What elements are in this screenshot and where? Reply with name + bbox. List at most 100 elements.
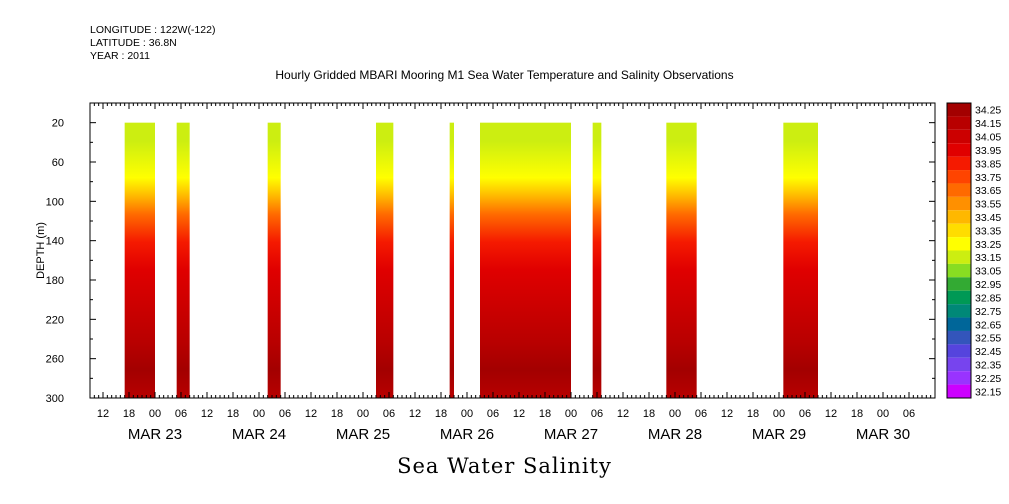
x-hour-label: 06	[279, 408, 291, 420]
x-day-label: MAR 26	[440, 426, 494, 443]
colorbar-label: 32.45	[975, 346, 1001, 358]
colorbar-swatch	[947, 156, 971, 171]
colorbar-swatch	[947, 290, 971, 305]
data-segment	[176, 122, 190, 399]
data-segment	[449, 122, 454, 399]
colorbar-label: 34.25	[975, 105, 1001, 117]
colorbar-swatch	[947, 371, 971, 385]
colorbar-label: 32.25	[975, 373, 1001, 385]
y-tick-label: 140	[46, 236, 64, 248]
colorbar-label: 34.05	[975, 132, 1001, 144]
colorbar-swatch	[947, 304, 971, 318]
x-hour-label: 06	[799, 408, 811, 420]
data-segment	[783, 122, 818, 399]
y-axis: 20 60 100 140 180 220 260 300	[46, 118, 935, 405]
x-day-label: MAR 25	[336, 426, 390, 443]
y-tick-label: 180	[46, 275, 64, 287]
x-day-label: MAR 23	[128, 426, 182, 443]
x-hour-label: 18	[539, 408, 551, 420]
x-hour-label: 00	[357, 408, 369, 420]
x-hour-label: 12	[97, 408, 109, 420]
colorbar-swatch	[947, 330, 971, 345]
x-hour-label: 12	[617, 408, 629, 420]
colorbar-label: 32.95	[975, 279, 1001, 291]
longitude-label: LONGITUDE : 122W(-122)	[90, 24, 216, 36]
colorbar-swatch	[947, 129, 971, 144]
data-segment	[480, 122, 571, 399]
data-segment	[267, 122, 281, 399]
x-hour-label: 00	[149, 408, 161, 420]
colorbar-label: 33.25	[975, 239, 1001, 251]
colorbar-label: 34.15	[975, 118, 1001, 130]
x-hour-label: 18	[331, 408, 343, 420]
x-hour-label: 12	[513, 408, 525, 420]
colorbar-label: 32.65	[975, 319, 1001, 331]
colorbar-label: 33.15	[975, 252, 1001, 264]
data-segments	[124, 122, 818, 399]
x-hour-label: 06	[591, 408, 603, 420]
colorbar-label: 33.75	[975, 172, 1001, 184]
x-hour-label: 18	[435, 408, 447, 420]
colorbar-swatch	[947, 103, 971, 117]
colorbar-swatch	[947, 357, 971, 372]
x-hour-label: 06	[487, 408, 499, 420]
colorbar-swatch	[947, 263, 971, 278]
plot-frame	[89, 102, 936, 399]
colorbar-label: 33.35	[975, 225, 1001, 237]
x-hour-label: 00	[461, 408, 473, 420]
colorbar-swatch	[947, 384, 971, 398]
x-day-label: MAR 24	[232, 426, 286, 443]
data-segment	[376, 122, 394, 399]
y-tick-label: 20	[52, 118, 64, 130]
colorbar-swatch	[947, 317, 971, 331]
data-segment	[666, 122, 697, 399]
colorbar-label: 32.75	[975, 306, 1001, 318]
colorbar-label: 32.35	[975, 359, 1001, 371]
x-hour-label: 00	[565, 408, 577, 420]
colorbar-frame	[946, 102, 972, 399]
y-tick-label: 100	[46, 196, 64, 208]
colorbar-label: 32.55	[975, 333, 1001, 345]
x-axis: 12 18 00 06 12 18 00 06 12 18 00 06 12 18 00 06 12 18 00 06…	[89, 103, 936, 443]
x-hour-label: 00	[253, 408, 265, 420]
data-segment	[124, 122, 155, 399]
colorbar-swatch	[947, 277, 971, 291]
colorbar-label: 33.55	[975, 199, 1001, 211]
x-hour-label: 12	[305, 408, 317, 420]
x-day-label: MAR 30	[856, 426, 910, 443]
colorbar-label: 33.85	[975, 158, 1001, 170]
x-hour-label: 06	[903, 408, 915, 420]
data-segment	[592, 122, 602, 399]
year-label: YEAR : 2011	[90, 50, 150, 62]
colorbar-swatch	[947, 170, 971, 184]
x-hour-label: 12	[201, 408, 213, 420]
y-tick-label: 300	[46, 393, 64, 405]
colorbar-label: 33.65	[975, 185, 1001, 197]
x-day-label: MAR 28	[648, 426, 702, 443]
x-hour-label: 00	[773, 408, 785, 420]
x-hour-label: 00	[669, 408, 681, 420]
colorbar-swatch	[947, 196, 971, 211]
colorbar-label: 33.05	[975, 266, 1001, 278]
colorbar-swatch	[947, 116, 971, 130]
colorbar-swatch	[947, 250, 971, 264]
colorbar-swatch	[947, 344, 971, 358]
colorbar-label: 32.85	[975, 292, 1001, 304]
colorbar-swatch	[947, 210, 971, 224]
x-day-label: MAR 29	[752, 426, 806, 443]
colorbar-label: 32.15	[975, 386, 1001, 398]
x-hour-label: 18	[123, 408, 135, 420]
colorbar-swatch	[947, 237, 971, 251]
x-hour-label: 18	[643, 408, 655, 420]
x-hour-label: 06	[695, 408, 707, 420]
x-hour-label: 18	[227, 408, 239, 420]
x-hour-label: 12	[409, 408, 421, 420]
colorbar-label: 33.95	[975, 145, 1001, 157]
y-tick-label: 220	[46, 314, 64, 326]
x-hour-label: 12	[825, 408, 837, 420]
y-tick-label: 60	[52, 157, 64, 169]
x-day-label: MAR 27	[544, 426, 598, 443]
latitude-label: LATITUDE : 36.8N	[90, 37, 177, 49]
